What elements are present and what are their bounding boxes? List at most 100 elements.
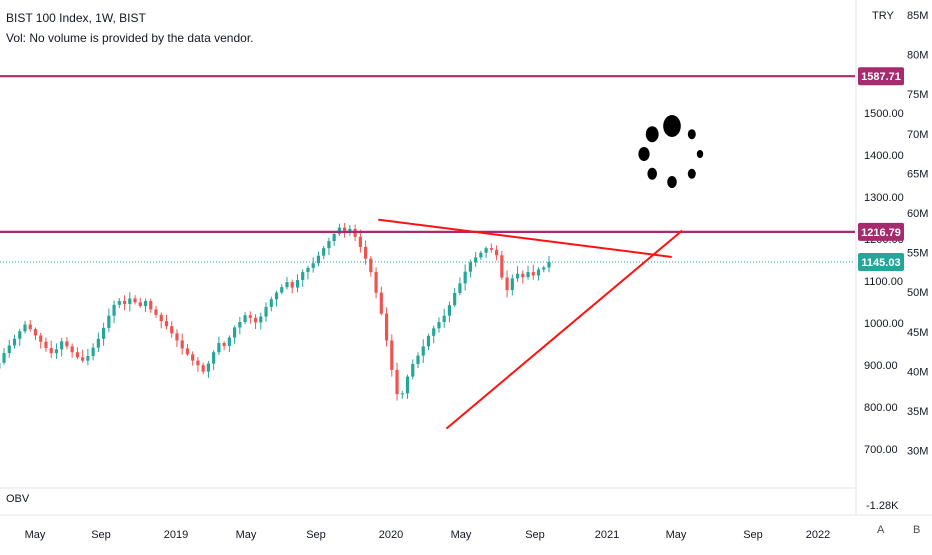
volume-tick-label: 80M (907, 50, 928, 62)
chart-title: BIST 100 Index, 1W, BIST (6, 11, 146, 25)
candle-body (228, 338, 231, 346)
candle-body (406, 377, 409, 394)
candle-body (128, 299, 131, 304)
candle-body (170, 326, 173, 333)
volume-note: Vol: No volume is provided by the data v… (6, 31, 253, 45)
candle-body (306, 268, 309, 272)
candle-body (92, 348, 95, 356)
price-pane (0, 0, 855, 488)
candle-body (416, 356, 419, 364)
candle-body (196, 361, 199, 366)
auto-scale-button[interactable]: A (877, 524, 884, 536)
y-tick-label: 1500.00 (864, 108, 904, 120)
candle-body (327, 241, 330, 248)
candle-body (76, 352, 79, 357)
candle-body (149, 301, 152, 309)
candle-body (212, 352, 215, 363)
candle-body (537, 270, 540, 276)
candle-body (139, 302, 142, 306)
x-tick-label: Sep (525, 529, 545, 541)
candle-body (542, 267, 545, 269)
candle-body (233, 327, 236, 337)
candle-body (479, 253, 482, 258)
candle-body (464, 272, 467, 284)
volume-tick-label: 75M (907, 89, 928, 101)
candle-body (238, 322, 241, 327)
candle-body (422, 346, 425, 355)
candle-body (23, 325, 26, 332)
candle-body (437, 322, 440, 328)
candle-body (526, 272, 529, 277)
candle-body (223, 343, 226, 346)
candle-body (296, 280, 299, 288)
obv-label[interactable]: OBV (6, 493, 29, 505)
candle-body (364, 247, 367, 259)
b-scale-button[interactable]: B (913, 524, 920, 536)
candle-body (390, 340, 393, 369)
x-tick-label: May (451, 529, 472, 541)
candle-body (71, 346, 74, 352)
candle-body (112, 305, 115, 316)
candle-body (453, 293, 456, 305)
candle-body (490, 248, 493, 250)
candle-body (369, 259, 372, 272)
volume-tick-label: 30M (907, 446, 928, 458)
volume-tick-label: 60M (907, 208, 928, 220)
candle-body (50, 348, 53, 353)
candle-body (13, 339, 16, 346)
candle-body (8, 346, 11, 354)
level-price-label: 1216.79 (861, 227, 901, 239)
candle-body (123, 301, 126, 304)
candle-body (118, 301, 121, 305)
y-tick-label: 1300.00 (864, 192, 904, 204)
x-tick-label: 2022 (806, 529, 830, 541)
candle-body (333, 234, 336, 241)
x-tick-label: Sep (743, 529, 763, 541)
x-tick-label: Sep (306, 529, 326, 541)
x-tick-label: 2020 (379, 529, 403, 541)
candle-body (175, 333, 178, 340)
candle-body (55, 349, 58, 353)
candle-body (86, 356, 89, 361)
candle-body (432, 328, 435, 336)
candle-body (29, 325, 32, 330)
x-tick-label: 2021 (595, 529, 619, 541)
candle-body (301, 272, 304, 280)
candle-body (44, 342, 47, 348)
currency-label[interactable]: TRY (872, 10, 894, 22)
candle-body (243, 315, 246, 322)
candle-body (275, 293, 278, 300)
candle-body (270, 299, 273, 307)
y-tick-label: 700.00 (864, 444, 898, 456)
candle-body (532, 272, 535, 275)
candle-body (254, 318, 257, 323)
volume-tick-label: 35M (907, 406, 928, 418)
candle-body (186, 348, 189, 354)
candle-body (469, 262, 472, 271)
candle-body (102, 328, 105, 339)
candle-body (511, 278, 514, 290)
candle-body (207, 364, 210, 372)
candle-body (458, 283, 461, 293)
x-tick-label: May (25, 529, 46, 541)
level-price-label: 1587.71 (861, 71, 901, 83)
volume-tick-label: 50M (907, 287, 928, 299)
loading-spinner-dot (688, 129, 696, 139)
last-price-label: 1145.03 (861, 257, 900, 269)
volume-tick-label: 55M (907, 248, 928, 260)
candle-body (374, 272, 377, 293)
candle-body (495, 250, 498, 255)
x-tick-label: 2019 (164, 529, 188, 541)
y-tick-label: 1100.00 (864, 276, 903, 288)
obv-value-label: -1.28K (866, 500, 899, 512)
candle-body (133, 299, 136, 303)
candle-body (107, 316, 110, 328)
y-tick-label: 1400.00 (864, 150, 904, 162)
volume-tick-label: 45M (907, 327, 928, 339)
candle-body (160, 315, 163, 321)
candle-body (485, 248, 488, 253)
candle-body (39, 335, 42, 341)
candle-body (154, 309, 157, 314)
